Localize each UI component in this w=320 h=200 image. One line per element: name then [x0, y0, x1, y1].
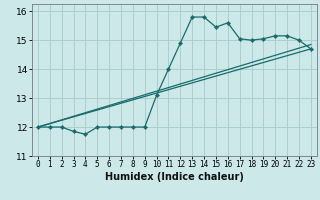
- X-axis label: Humidex (Indice chaleur): Humidex (Indice chaleur): [105, 172, 244, 182]
